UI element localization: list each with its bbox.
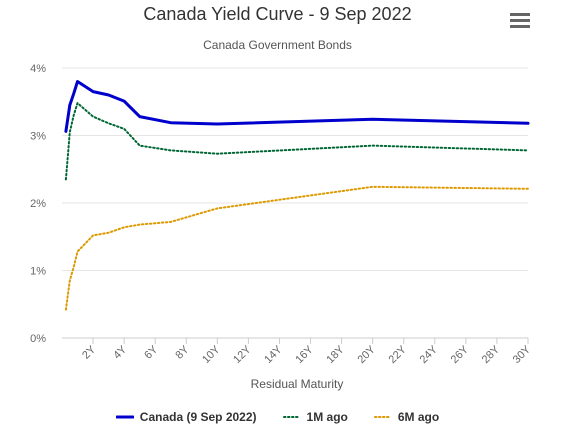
x-tick-label: 2Y bbox=[80, 343, 98, 361]
x-tick-label: 22Y bbox=[387, 343, 410, 366]
legend-swatch bbox=[373, 416, 392, 418]
x-tick-label: 26Y bbox=[449, 343, 472, 366]
series-line-2 bbox=[64, 185, 529, 311]
x-tick-label: 18Y bbox=[324, 343, 347, 366]
x-tick-label: 4Y bbox=[111, 343, 129, 361]
legend-item-2[interactable]: 6M ago bbox=[373, 410, 440, 424]
y-tick-label: 3% bbox=[30, 131, 46, 143]
legend-label: 1M ago bbox=[306, 410, 348, 424]
legend-label: 6M ago bbox=[397, 410, 440, 424]
x-tick-label: 30Y bbox=[511, 343, 534, 366]
x-tick-label: 8Y bbox=[173, 343, 191, 361]
x-tick-label: 28Y bbox=[480, 343, 503, 366]
y-tick-label: 1% bbox=[30, 266, 46, 278]
x-tick-label: 24Y bbox=[418, 343, 441, 366]
x-axis-title: Residual Maturity bbox=[251, 377, 344, 391]
y-tick-label: 0% bbox=[30, 333, 46, 345]
legend-swatch bbox=[282, 416, 301, 418]
grid-lines bbox=[62, 67, 528, 339]
chart-title: Canada Yield Curve - 9 Sep 2022 bbox=[143, 4, 412, 24]
y-axis: 0% 1% 2% 3% 4% bbox=[30, 63, 46, 345]
legend-label: Canada (9 Sep 2022) bbox=[139, 410, 257, 424]
series-lines bbox=[64, 80, 530, 311]
legend: Canada (9 Sep 2022) 1M ago 6M ago bbox=[0, 410, 555, 424]
x-tick-label: 20Y bbox=[355, 343, 378, 366]
x-tick-label: 16Y bbox=[293, 343, 316, 366]
series-line-1 bbox=[64, 102, 529, 181]
legend-item-1[interactable]: 1M ago bbox=[282, 410, 348, 424]
hamburger-menu-icon[interactable] bbox=[508, 10, 532, 32]
chart-subtitle: Canada Government Bonds bbox=[203, 38, 352, 52]
x-tick-label: 14Y bbox=[262, 343, 285, 366]
legend-item-0[interactable]: Canada (9 Sep 2022) bbox=[115, 410, 257, 424]
y-tick-label: 4% bbox=[30, 63, 46, 75]
series-line-0 bbox=[64, 80, 530, 133]
chart-area: 0% 1% 2% 3% 4% 2Y 4Y 6Y 8Y 10Y 12Y 14Y 16Y 18Y 20Y 22Y… bbox=[30, 63, 534, 391]
x-tick-label: 6Y bbox=[142, 343, 160, 361]
x-tick-label: 12Y bbox=[231, 343, 254, 366]
x-tick-label: 10Y bbox=[200, 343, 223, 366]
y-tick-label: 2% bbox=[30, 198, 46, 210]
legend-swatch bbox=[115, 415, 134, 419]
x-axis: 2Y 4Y 6Y 8Y 10Y 12Y 14Y 16Y 18Y 20Y 22Y 24Y 26Y 28Y 30… bbox=[80, 338, 534, 366]
